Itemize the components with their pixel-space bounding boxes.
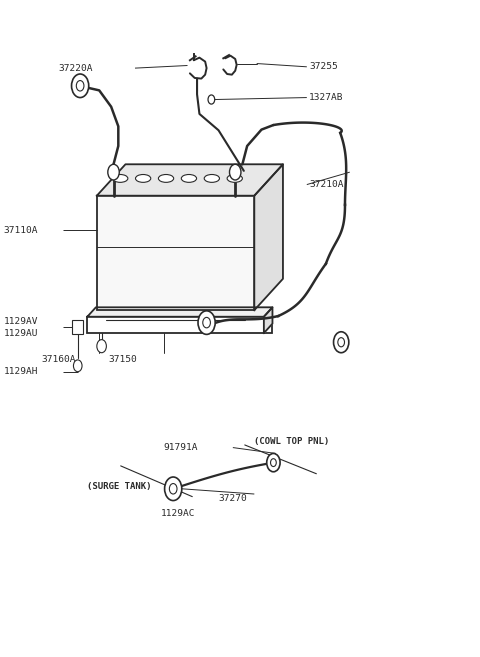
Text: 37220A: 37220A xyxy=(59,64,93,73)
Text: (COWL TOP PNL): (COWL TOP PNL) xyxy=(254,436,330,445)
Circle shape xyxy=(73,360,82,372)
Polygon shape xyxy=(87,307,273,317)
Circle shape xyxy=(72,74,89,97)
Bar xyxy=(97,196,254,310)
Ellipse shape xyxy=(227,175,242,183)
Circle shape xyxy=(338,338,345,347)
Text: 1129AU: 1129AU xyxy=(4,328,38,338)
Text: 1327AB: 1327AB xyxy=(309,93,344,102)
Circle shape xyxy=(169,484,177,494)
Text: 37270: 37270 xyxy=(218,494,247,503)
Circle shape xyxy=(108,164,119,180)
Polygon shape xyxy=(254,164,283,310)
Text: 37110A: 37110A xyxy=(4,225,38,235)
Text: 1129AV: 1129AV xyxy=(4,317,38,326)
Ellipse shape xyxy=(158,175,174,183)
Text: 91791A: 91791A xyxy=(164,443,198,452)
Text: 37160A: 37160A xyxy=(41,355,76,364)
Ellipse shape xyxy=(113,175,128,183)
Text: 37150: 37150 xyxy=(108,355,137,364)
Polygon shape xyxy=(97,164,283,196)
Text: 1129AC: 1129AC xyxy=(161,509,195,518)
Circle shape xyxy=(165,477,182,501)
Circle shape xyxy=(203,317,210,328)
Circle shape xyxy=(76,81,84,91)
Circle shape xyxy=(267,453,280,472)
Text: 37210A: 37210A xyxy=(309,180,344,189)
Circle shape xyxy=(334,332,349,353)
Polygon shape xyxy=(264,307,273,333)
Bar xyxy=(87,317,273,333)
Circle shape xyxy=(198,311,215,334)
Circle shape xyxy=(97,340,107,353)
Text: 37255: 37255 xyxy=(309,62,338,72)
Circle shape xyxy=(229,164,241,180)
Text: (SURGE TANK): (SURGE TANK) xyxy=(87,482,152,491)
Text: 1129AH: 1129AH xyxy=(4,367,38,376)
Bar xyxy=(72,320,84,334)
Ellipse shape xyxy=(181,175,197,183)
Ellipse shape xyxy=(204,175,219,183)
Circle shape xyxy=(208,95,215,104)
Circle shape xyxy=(271,459,276,466)
Ellipse shape xyxy=(135,175,151,183)
